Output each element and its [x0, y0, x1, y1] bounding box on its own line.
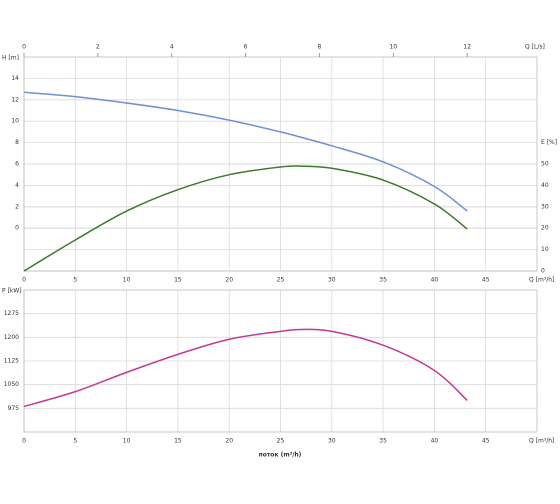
x-tick-label: 35 — [379, 438, 387, 445]
x-axis-label: Q [m³/h] — [529, 277, 554, 284]
y-tick-label: 1050 — [4, 381, 19, 388]
x2-tick-label: 2 — [96, 44, 100, 51]
x-tick-label: 40 — [431, 438, 439, 445]
x-tick-label: 15 — [174, 438, 182, 445]
y-tick-label: 975 — [8, 405, 20, 412]
x2-tick-label: 10 — [390, 44, 398, 51]
x-tick-label: 10 — [123, 438, 131, 445]
x2-axis-label: Q [L/s] — [525, 44, 545, 51]
x-axis-label: Q [m³/h] — [529, 438, 554, 445]
y2-tick-label: 20 — [541, 225, 549, 232]
y2-tick-label: 50 — [541, 161, 549, 168]
y-tick-label: 12 — [11, 96, 19, 103]
y2-tick-label: 0 — [541, 268, 545, 275]
x-tick-label: 25 — [277, 277, 285, 284]
y-tick-label: 8 — [15, 139, 19, 146]
x-tick-label: 5 — [73, 438, 77, 445]
y2-tick-label: 10 — [541, 246, 549, 253]
y2-axis-label: E [%] — [541, 139, 557, 146]
series-line — [23, 91, 468, 212]
x-tick-label: 0 — [22, 438, 26, 445]
x-tick-label: 40 — [431, 277, 439, 284]
y-axis-label: P [kW] — [2, 288, 22, 295]
plot-frame — [23, 56, 538, 272]
x2-tick-label: 0 — [22, 44, 26, 51]
x-tick-label: 45 — [482, 438, 490, 445]
x2-tick-label: 12 — [463, 44, 471, 51]
x-tick-label: 25 — [277, 438, 285, 445]
y-tick-label: 1200 — [4, 334, 19, 341]
x-tick-label: 10 — [123, 277, 131, 284]
x-tick-label: 20 — [225, 438, 233, 445]
y-tick-label: 10 — [11, 118, 19, 125]
y2-tick-label: 30 — [541, 203, 549, 210]
y-tick-label: 2 — [15, 203, 19, 210]
y-tick-label: 14 — [11, 75, 19, 82]
x-tick-label: 35 — [379, 277, 387, 284]
x-tick-label: 20 — [225, 277, 233, 284]
x2-tick-label: 8 — [318, 44, 322, 51]
series-line — [23, 165, 468, 272]
footer-label: поток (m³/h) — [259, 452, 302, 459]
x-tick-label: 30 — [328, 277, 336, 284]
y2-tick-label: 40 — [541, 182, 549, 189]
x2-tick-label: 4 — [170, 44, 174, 51]
x-tick-label: 0 — [22, 277, 26, 284]
x-tick-label: 45 — [482, 277, 490, 284]
series-line — [23, 328, 468, 408]
y-axis-label: H [m] — [2, 55, 19, 62]
x-tick-label: 15 — [174, 277, 182, 284]
y-tick-label: 0 — [15, 225, 19, 232]
y-tick-label: 6 — [15, 161, 19, 168]
y-tick-label: 1275 — [4, 310, 19, 317]
y-tick-label: 1125 — [4, 358, 19, 365]
x2-tick-label: 6 — [244, 44, 248, 51]
plot-frame — [23, 289, 538, 433]
x-tick-label: 5 — [73, 277, 77, 284]
x-tick-label: 30 — [328, 438, 336, 445]
y-tick-label: 4 — [15, 182, 19, 189]
